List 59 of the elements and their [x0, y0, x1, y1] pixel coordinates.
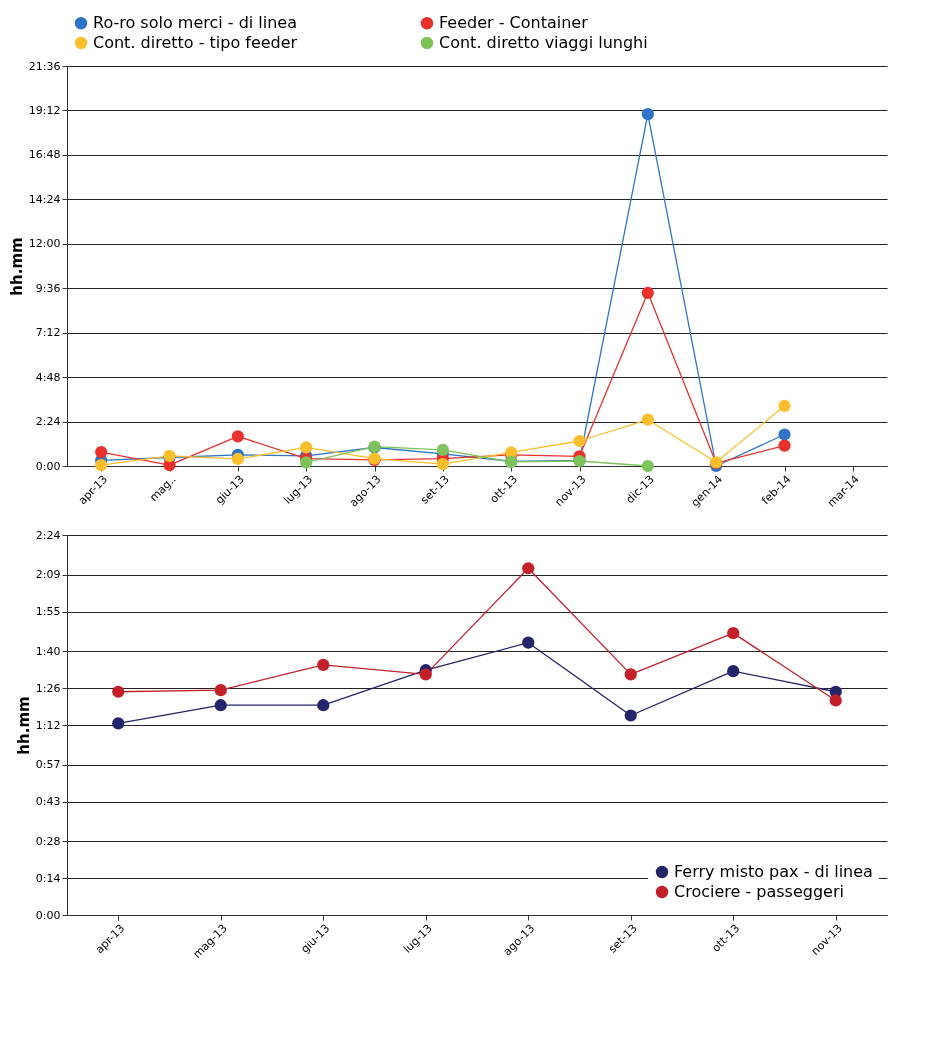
- y-tick-label: 1:40: [35, 644, 61, 658]
- point: [317, 658, 330, 671]
- point: [300, 456, 313, 469]
- point: [624, 668, 637, 681]
- point: [436, 458, 449, 471]
- point: [829, 694, 842, 707]
- point: [641, 413, 654, 426]
- point: [436, 443, 449, 456]
- y-tick-label: 2:24: [35, 415, 61, 429]
- point: [95, 458, 108, 472]
- y-tick-label: 0:57: [35, 758, 61, 772]
- y-axis-title: hh.mm: [7, 237, 26, 296]
- y-tick-label: 1:55: [35, 605, 61, 619]
- legend-label: Feeder - Container: [439, 13, 589, 33]
- point: [573, 434, 586, 448]
- point: [641, 459, 654, 473]
- y-axis-title: hh.mm: [14, 696, 33, 755]
- point: [300, 441, 313, 454]
- point: [95, 446, 108, 459]
- point: [112, 717, 125, 730]
- y-tick-label: 2:09: [35, 568, 61, 582]
- point: [522, 562, 535, 575]
- point: [231, 452, 244, 466]
- y-tick-label: 0:43: [35, 795, 61, 809]
- point: [641, 286, 654, 299]
- y-tick-label: 19:12: [28, 103, 61, 117]
- y-tick-label: 12:00: [28, 237, 61, 251]
- point: [641, 108, 654, 121]
- y-tick-label: 1:12: [35, 718, 61, 732]
- point: [727, 665, 740, 678]
- point: [778, 428, 791, 441]
- point: [522, 636, 535, 649]
- point: [624, 709, 637, 722]
- point: [231, 430, 244, 443]
- legend-label: Ro-ro solo merci - di linea: [93, 13, 298, 33]
- legend-label: Cont. diretto viaggi lunghi: [439, 33, 648, 52]
- point: [214, 699, 227, 712]
- point: [214, 684, 227, 697]
- y-tick-label: 1:26: [35, 681, 61, 695]
- y-tick-label: 21:36: [28, 59, 61, 73]
- y-tick-label: 0:28: [35, 834, 61, 848]
- y-tick-label: 0:00: [35, 908, 61, 922]
- y-tick-label: 14:24: [28, 192, 61, 206]
- y-tick-label: 16:48: [28, 148, 61, 162]
- point: [419, 668, 432, 681]
- y-tick-label: 9:36: [35, 281, 61, 295]
- legend-label: Crociere - passeggeri: [674, 882, 844, 901]
- point: [778, 439, 791, 452]
- y-tick-label: 2:24: [35, 528, 61, 542]
- y-tick-label: 7:12: [35, 326, 61, 340]
- legend-label: Ferry misto pax - di linea: [674, 862, 873, 881]
- y-tick-label: 0:00: [35, 459, 61, 473]
- point: [317, 699, 330, 712]
- point: [112, 685, 125, 698]
- point: [778, 399, 791, 412]
- legend-label: Cont. diretto - tipo feeder: [93, 33, 298, 52]
- y-tick-label: 0:14: [35, 871, 61, 885]
- point: [727, 627, 740, 640]
- y-tick-label: 4:48: [35, 370, 61, 384]
